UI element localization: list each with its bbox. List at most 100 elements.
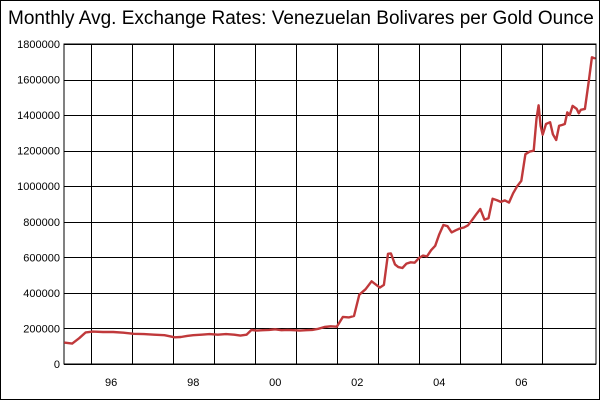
data-point (305, 329, 307, 331)
data-point (455, 229, 457, 231)
grid-layer (64, 44, 596, 365)
data-point (524, 153, 527, 155)
data-point (71, 343, 73, 345)
data-point (558, 125, 560, 127)
data-point (102, 331, 104, 333)
data-point (311, 329, 313, 331)
data-point (143, 333, 145, 335)
data-point (317, 328, 319, 330)
data-point (174, 336, 176, 338)
data-point (593, 57, 596, 59)
data-point (358, 294, 360, 296)
data-point (434, 245, 436, 247)
data-point (323, 326, 326, 328)
data-point (364, 288, 367, 290)
data-point (520, 180, 522, 182)
data-point (414, 262, 416, 264)
data-point (529, 151, 531, 153)
data-point (545, 123, 547, 125)
data-point (538, 104, 540, 106)
data-point (561, 124, 564, 126)
x-tick-label: 02 (351, 377, 363, 389)
data-point (492, 198, 494, 200)
data-point (405, 263, 408, 265)
data-point (336, 326, 338, 328)
data-point (475, 213, 477, 215)
data-point (286, 329, 289, 331)
data-point (274, 328, 276, 330)
data-point (379, 287, 381, 289)
data-point (293, 329, 295, 331)
data-point (516, 185, 518, 187)
data-point (426, 255, 428, 257)
data-point (504, 199, 506, 201)
data-point (438, 233, 440, 235)
y-tick-label: 0 (54, 359, 60, 371)
data-point (170, 335, 172, 337)
data-point (78, 337, 80, 339)
data-point (299, 330, 301, 332)
data-point (446, 225, 449, 227)
chart-title: Monthly Avg. Exchange Rates: Venezuelan … (8, 8, 594, 29)
data-point (471, 219, 473, 221)
data-point (542, 134, 544, 136)
data-point (463, 226, 465, 229)
data-point (353, 315, 355, 317)
data-point (192, 334, 194, 336)
data-point (233, 334, 235, 336)
data-point (268, 329, 270, 331)
data-point (496, 199, 498, 201)
data-point (483, 219, 485, 221)
data-point (92, 331, 94, 333)
x-tick-label: 04 (433, 377, 445, 389)
x-tick-label: 00 (269, 377, 281, 389)
data-point (467, 224, 469, 226)
data-point (383, 284, 385, 286)
data-point (578, 112, 580, 114)
data-point (239, 335, 241, 337)
data-point (163, 334, 166, 336)
data-point (390, 252, 392, 254)
data-point (588, 79, 590, 81)
data-point (225, 333, 227, 335)
y-tick-label: 600000 (23, 252, 60, 264)
data-point (422, 255, 424, 257)
data-point (487, 217, 490, 219)
data-point (217, 334, 219, 336)
x-tick-label: 06 (515, 377, 527, 389)
data-point (330, 325, 332, 327)
data-point (245, 334, 248, 336)
x-tick-label: 96 (105, 377, 117, 389)
data-point (572, 105, 574, 107)
data-point (591, 56, 593, 58)
data-point (552, 133, 554, 135)
data-point (512, 192, 514, 194)
data-point (566, 111, 568, 113)
data-point (442, 224, 444, 226)
data-point (451, 231, 453, 233)
data-point (397, 266, 399, 268)
data-point (540, 125, 542, 127)
data-point (250, 329, 253, 331)
y-tick-label: 1800000 (17, 39, 60, 51)
data-point (200, 334, 202, 336)
data-point (410, 261, 412, 263)
data-point (348, 316, 350, 318)
series-layer (64, 56, 596, 345)
data-point (133, 333, 135, 335)
data-point (418, 257, 420, 259)
y-tick-label: 1600000 (17, 75, 60, 87)
y-axis-labels: 0 200000 400000 600000 800000 1000000 1200000 1… (17, 39, 60, 371)
data-point (555, 139, 557, 141)
data-point (584, 108, 586, 110)
y-tick-label: 200000 (23, 323, 60, 335)
data-point (375, 283, 377, 285)
data-point (535, 118, 538, 120)
data-point (401, 267, 403, 269)
data-point (387, 253, 389, 255)
data-point (180, 336, 182, 338)
data-point (569, 114, 571, 116)
data-point (186, 335, 188, 337)
data-point (153, 334, 155, 336)
x-axis-labels: 96 98 00 02 04 06 (105, 377, 527, 389)
